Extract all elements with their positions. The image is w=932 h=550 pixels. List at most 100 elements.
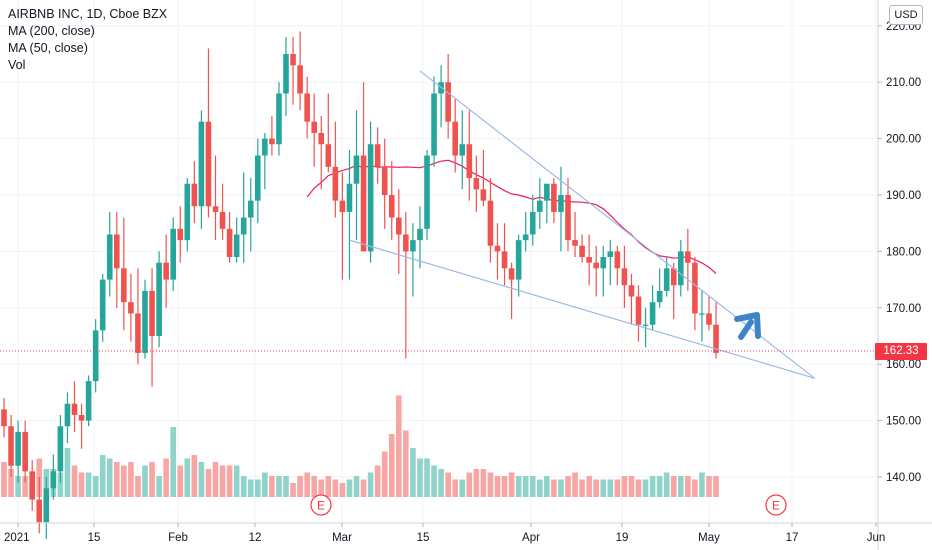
candle-body xyxy=(269,138,275,145)
candle-body xyxy=(240,217,247,235)
volume-bars xyxy=(1,395,719,497)
candle-body xyxy=(170,228,176,280)
candle-body xyxy=(276,93,282,145)
candle-body xyxy=(635,296,642,325)
candle-body xyxy=(1,409,7,427)
volume-bar xyxy=(544,476,550,497)
time-axis[interactable]: 2021 15 Feb 12 Mar 15 Apr 19 May 17 Jun xyxy=(0,522,932,544)
candle-body xyxy=(529,211,536,235)
candle-body xyxy=(128,302,134,314)
x-tick-label: May xyxy=(698,532,720,544)
candle-body xyxy=(706,313,712,325)
candle-body xyxy=(29,471,35,500)
volume-bar xyxy=(219,465,226,497)
last-price-tag: 162.33 xyxy=(875,343,927,360)
candle-body xyxy=(642,324,649,326)
candle-body xyxy=(656,290,663,303)
candle-body xyxy=(262,138,268,156)
candle-body xyxy=(297,65,303,94)
y-tick-label: 210.00 xyxy=(886,77,921,89)
volume-bar xyxy=(71,465,78,497)
earnings-marker xyxy=(765,494,787,516)
volume-bar xyxy=(459,479,466,497)
volume-bar xyxy=(304,472,310,497)
candle-body xyxy=(114,234,120,269)
ma200-label[interactable]: MA (200, close) xyxy=(8,24,95,38)
x-tick-label: Apr xyxy=(522,532,540,544)
candle-body xyxy=(692,262,698,314)
candle-body xyxy=(537,200,543,212)
candle-body xyxy=(699,313,705,315)
volume-bar xyxy=(205,469,212,497)
candle-body xyxy=(346,183,353,212)
volume-bar xyxy=(572,472,578,497)
candle-body xyxy=(515,240,522,280)
candle-body xyxy=(247,200,254,218)
volume-bar xyxy=(593,479,599,497)
candle-body xyxy=(283,54,289,94)
arrow-head xyxy=(734,312,761,339)
arrow-shaft xyxy=(738,319,754,340)
currency-button[interactable]: USD xyxy=(889,5,923,25)
candle-body xyxy=(135,313,141,353)
candle-body xyxy=(381,166,388,195)
earnings-marker-label: E xyxy=(317,499,325,513)
volume-bar xyxy=(473,469,480,497)
candle-body xyxy=(593,262,599,269)
volume-bar xyxy=(57,472,64,497)
candle-body xyxy=(290,54,296,66)
volume-bar xyxy=(551,479,557,497)
x-tick-label: Feb xyxy=(168,532,188,544)
volume-bar xyxy=(663,472,670,497)
volume-bar xyxy=(431,465,437,497)
ma50-label[interactable]: MA (50, close) xyxy=(8,41,88,55)
volume-bar xyxy=(487,472,494,497)
chart-legend: AIRBNB INC, 1D, Cboe BZX MA (200, close)… xyxy=(8,6,167,74)
volume-bar xyxy=(438,469,444,497)
candle-body xyxy=(614,251,621,269)
y-tick-label: 140.00 xyxy=(886,472,921,484)
candle-body xyxy=(8,426,14,466)
volume-bar xyxy=(283,476,289,497)
candle-body xyxy=(212,206,219,212)
volume-bar xyxy=(537,479,543,497)
candle-body xyxy=(304,93,310,122)
volume-bar xyxy=(656,476,663,497)
candle-body xyxy=(579,245,585,258)
volume-bar xyxy=(360,479,367,497)
earnings-marker xyxy=(310,494,332,516)
volume-bar xyxy=(692,479,698,497)
candle-body xyxy=(713,324,719,353)
volume-bar xyxy=(649,476,656,497)
candle-body xyxy=(396,217,402,235)
volume-bar xyxy=(494,476,501,497)
volume-bar xyxy=(233,465,240,497)
candle-body xyxy=(649,302,656,325)
volume-bar xyxy=(135,476,141,497)
y-tick-label: 190.00 xyxy=(886,190,921,202)
x-tick-label: 19 xyxy=(616,532,629,544)
symbol-title[interactable]: AIRBNB INC, 1D, Cboe BZX xyxy=(8,7,168,21)
volume-bar xyxy=(388,434,395,497)
candle-body xyxy=(226,228,233,258)
y-tick-label: 150.00 xyxy=(886,416,921,428)
volume-label[interactable]: Vol xyxy=(8,58,26,72)
candle-body xyxy=(417,228,423,241)
price-axis[interactable]: 140.00 150.00 160.00 170.00 180.00 190.00 200.… xyxy=(877,0,921,550)
volume-bar xyxy=(85,472,92,497)
volume-bar xyxy=(269,476,275,497)
candle-body xyxy=(685,251,691,263)
x-tick-label: Mar xyxy=(332,532,352,544)
candle-body xyxy=(163,262,169,280)
volume-bar xyxy=(1,462,7,497)
volume-bar xyxy=(396,395,402,497)
candle-body xyxy=(565,195,571,241)
volume-bar xyxy=(367,472,374,497)
candle-body xyxy=(99,279,106,331)
candle-body xyxy=(198,121,205,207)
volume-bar xyxy=(311,476,317,497)
candle-body xyxy=(92,330,99,382)
volume-bar xyxy=(565,476,571,497)
